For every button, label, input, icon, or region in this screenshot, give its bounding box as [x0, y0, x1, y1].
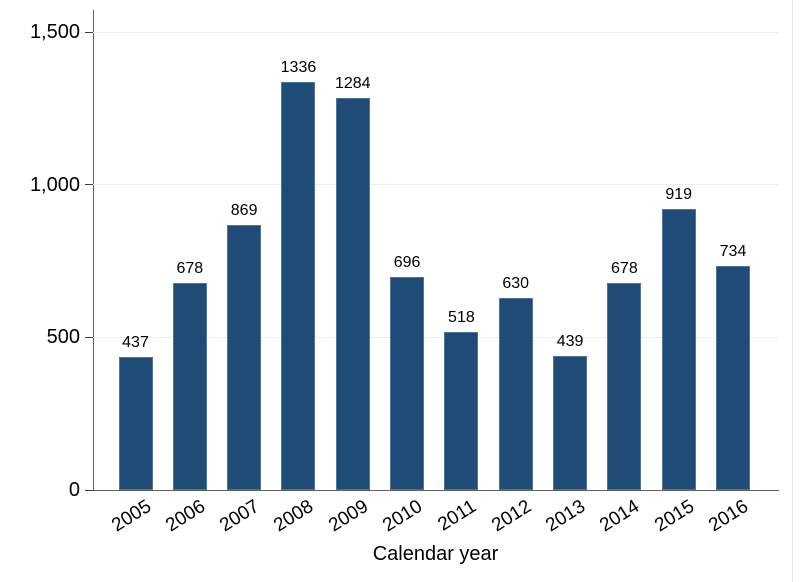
bar-value-label: 696	[393, 254, 421, 271]
bar	[227, 225, 262, 490]
bar	[661, 209, 696, 490]
bar-value-label: 1336	[280, 59, 317, 76]
bar	[498, 298, 533, 490]
bar	[118, 357, 153, 490]
bar-value-label: 734	[719, 243, 747, 260]
bar	[716, 266, 751, 490]
bar-value-label: 919	[665, 186, 693, 203]
bar-value-label: 439	[556, 333, 584, 350]
bar-value-label: 1284	[334, 75, 371, 92]
bar	[607, 283, 642, 490]
y-axis-tick	[85, 31, 93, 33]
bar	[444, 332, 479, 490]
y-tick-label: 500	[46, 326, 80, 349]
y-tick-label: 0	[68, 479, 80, 501]
bar-value-label: 678	[176, 260, 204, 277]
plot-area	[93, 10, 779, 491]
bar	[281, 82, 316, 490]
bar	[390, 277, 425, 490]
y-axis-tick	[85, 336, 93, 338]
gridline	[93, 336, 778, 338]
bar	[335, 98, 370, 490]
bar-value-label: 678	[611, 260, 638, 277]
y-axis-tick	[85, 489, 93, 491]
y-tick-label: 1,000	[29, 173, 80, 196]
y-axis-tick	[85, 184, 93, 186]
gridline	[93, 184, 778, 186]
bar-value-label: 518	[448, 309, 475, 326]
bar	[553, 356, 588, 490]
y-tick-label: 1,500	[29, 21, 80, 43]
window-edge-line	[792, 0, 793, 582]
bar-value-label: 630	[502, 275, 530, 292]
bar-value-label: 869	[230, 202, 258, 219]
bar-value-label: 437	[122, 334, 149, 351]
bar	[172, 283, 207, 490]
gridline	[93, 31, 778, 33]
x-axis-title: Calendar year	[372, 543, 499, 565]
